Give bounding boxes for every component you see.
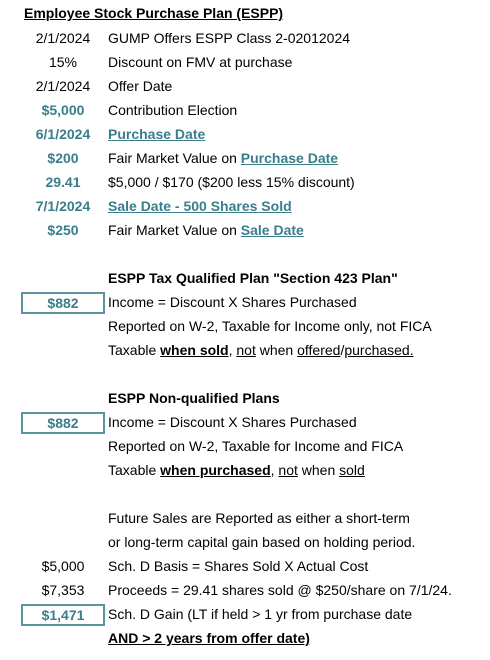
text: Future Sales are Reported as either a sh…: [108, 508, 410, 528]
row: Taxable when purchased, not when sold: [0, 460, 490, 480]
row: 29.41 $5,000 / $170 ($200 less 15% disco…: [0, 172, 490, 192]
boxed-value: $882: [21, 412, 105, 434]
text-segment: sold: [339, 462, 365, 478]
text-segment: purchased.: [344, 342, 414, 358]
row: ESPP Non-qualified Plans: [0, 388, 490, 408]
text-segment: ,: [228, 342, 237, 358]
text: Offer Date: [108, 76, 172, 96]
row: ESPP Tax Qualified Plan "Section 423 Pla…: [0, 268, 490, 288]
text: Taxable when sold, not when offered/purc…: [108, 340, 414, 360]
text-segment: not: [278, 462, 298, 478]
text-segment: when sold: [160, 342, 229, 358]
row: 15% Discount on FMV at purchase: [0, 52, 490, 72]
row: Reported on W-2, Taxable for Income and …: [0, 436, 490, 456]
row: AND > 2 years from offer date): [0, 628, 490, 648]
row: 2/1/2024 Offer Date: [0, 76, 490, 96]
text-segment: Taxable: [108, 462, 161, 478]
text-segment: offered: [297, 342, 341, 358]
text-segment: GUMP Offers ESPP Class 2-02012024: [108, 30, 351, 46]
text-segment: Reported on W-2, Taxable for Income and …: [108, 438, 404, 454]
left-cell: 7/1/2024: [35, 198, 91, 214]
text: Income = Discount X Shares Purchased: [108, 412, 357, 432]
text: Fair Market Value on Purchase Date: [108, 148, 338, 168]
text-segment: Future Sales are Reported as either a sh…: [108, 510, 410, 526]
text-segment: $5,000 / $170 ($200 less 15% discount): [108, 174, 355, 190]
left-cell: $250: [47, 222, 79, 238]
text: Income = Discount X Shares Purchased: [108, 292, 357, 312]
text-segment: or long-term capital gain based on holdi…: [108, 534, 416, 550]
text-segment: ESPP Tax Qualified Plan "Section 423 Pla…: [108, 270, 398, 286]
text: Proceeds = 29.41 shares sold @ $250/shar…: [108, 580, 452, 600]
left-cell: $7,353: [41, 582, 85, 598]
text: or long-term capital gain based on holdi…: [108, 532, 415, 552]
row: $1,471 Sch. D Gain (LT if held > 1 yr fr…: [0, 604, 490, 626]
text-segment: Proceeds = 29.41 shares sold @ $250/shar…: [108, 582, 452, 598]
text: Taxable when purchased, not when sold: [108, 460, 365, 480]
text-segment: Income = Discount X Shares Purchased: [108, 414, 357, 430]
row: $882 Income = Discount X Shares Purchase…: [0, 412, 490, 434]
text-segment: Purchase Date: [108, 126, 206, 142]
text-segment: Income = Discount X Shares Purchased: [108, 294, 357, 310]
left-cell: $200: [47, 150, 79, 166]
left-cell: 2/1/2024: [35, 78, 91, 94]
text: Purchase Date: [108, 124, 205, 144]
text-segment: Sch. D Gain (LT if held > 1 yr from purc…: [108, 606, 413, 622]
row: 7/1/2024 Sale Date - 500 Shares Sold: [0, 196, 490, 216]
text: Contribution Election: [108, 100, 237, 120]
heading: ESPP Non-qualified Plans: [108, 388, 280, 408]
text: AND > 2 years from offer date): [108, 628, 310, 648]
text-segment: Reported on W-2, Taxable for Income only…: [108, 318, 432, 334]
left-cell: $5,000: [41, 102, 85, 118]
left-cell: $5,000: [41, 558, 85, 574]
text-segment: Discount on FMV at purchase: [108, 54, 293, 70]
row: $250 Fair Market Value on Sale Date: [0, 220, 490, 240]
title: Employee Stock Purchase Plan (ESPP): [24, 5, 284, 21]
row: $882 Income = Discount X Shares Purchase…: [0, 292, 490, 314]
text-segment: Purchase Date: [240, 150, 339, 166]
text: Reported on W-2, Taxable for Income and …: [108, 436, 403, 456]
row: $7,353 Proceeds = 29.41 shares sold @ $2…: [0, 580, 490, 600]
row: $5,000 Contribution Election: [0, 100, 490, 120]
row: Taxable when sold, not when offered/purc…: [0, 340, 490, 360]
text-segment: when: [255, 342, 298, 358]
text-segment: not: [236, 342, 256, 358]
row: Reported on W-2, Taxable for Income only…: [0, 316, 490, 336]
heading: ESPP Tax Qualified Plan "Section 423 Pla…: [108, 268, 398, 288]
row: 2/1/2024 GUMP Offers ESPP Class 2-020120…: [0, 28, 490, 48]
text-segment: ESPP Non-qualified Plans: [108, 390, 280, 406]
text: Sch. D Gain (LT if held > 1 yr from purc…: [108, 604, 412, 624]
boxed-value: $882: [21, 292, 105, 314]
text: $5,000 / $170 ($200 less 15% discount): [108, 172, 355, 192]
boxed-value: $1,471: [21, 604, 105, 626]
text-segment: Sale Date - 500 Shares Sold: [108, 198, 292, 214]
text-segment: Sch. D Basis = Shares Sold X Actual Cost: [108, 558, 369, 574]
text-segment: Contribution Election: [108, 102, 238, 118]
text-segment: Fair Market Value on: [108, 150, 241, 166]
text-segment: Sale Date: [240, 222, 304, 238]
row: $200 Fair Market Value on Purchase Date: [0, 148, 490, 168]
text: Fair Market Value on Sale Date: [108, 220, 304, 240]
row: Future Sales are Reported as either a sh…: [0, 508, 490, 528]
text-segment: AND > 2 years from offer date): [108, 630, 310, 646]
text: GUMP Offers ESPP Class 2-02012024: [108, 28, 350, 48]
text: Sch. D Basis = Shares Sold X Actual Cost: [108, 556, 368, 576]
left-cell: 6/1/2024: [35, 126, 91, 142]
left-cell: 2/1/2024: [35, 30, 91, 46]
text-segment: Taxable: [108, 342, 161, 358]
text-segment: when: [297, 462, 340, 478]
text: Discount on FMV at purchase: [108, 52, 292, 72]
text-segment: Fair Market Value on: [108, 222, 241, 238]
text-segment: when purchased: [160, 462, 271, 478]
text: Sale Date - 500 Shares Sold: [108, 196, 292, 216]
text: Reported on W-2, Taxable for Income only…: [108, 316, 432, 336]
row: $5,000 Sch. D Basis = Shares Sold X Actu…: [0, 556, 490, 576]
text-segment: /: [340, 342, 345, 358]
text-segment: ,: [270, 462, 279, 478]
left-cell: 29.41: [45, 174, 81, 190]
text-segment: Offer Date: [108, 78, 173, 94]
left-cell: 15%: [48, 54, 78, 70]
row: or long-term capital gain based on holdi…: [0, 532, 490, 552]
row: 6/1/2024 Purchase Date: [0, 124, 490, 144]
